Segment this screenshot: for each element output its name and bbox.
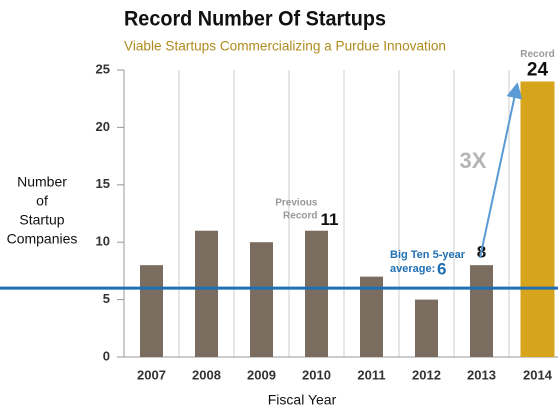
y-axis-label: Number (17, 174, 67, 190)
x-axis-label: Fiscal Year (268, 392, 337, 408)
reference-label: average: (390, 263, 435, 275)
bar (140, 265, 163, 357)
x-tick-label: 2007 (137, 367, 166, 382)
x-tick-label: 2009 (247, 367, 276, 382)
bar (415, 299, 438, 357)
annotation: Record (520, 49, 554, 60)
x-tick-label: 2011 (357, 367, 385, 382)
x-tick-label: 2012 (412, 367, 441, 382)
bar (520, 81, 555, 357)
y-axis-label: Companies (7, 231, 78, 247)
bar (470, 265, 493, 357)
reference-value: 6 (437, 259, 446, 278)
y-tick-label: 20 (96, 119, 110, 134)
y-tick-label: 5 (103, 291, 110, 306)
x-tick-label: 2010 (302, 367, 331, 382)
y-tick-label: 15 (96, 176, 110, 191)
y-axis-label: Startup (19, 212, 64, 228)
y-axis-label: of (36, 193, 48, 209)
x-tick-label: 2013 (467, 367, 496, 382)
x-tick-label: 2008 (192, 367, 221, 382)
annotation: Previous (275, 197, 318, 208)
arrow (479, 82, 523, 259)
y-tick-label: 25 (96, 61, 110, 76)
reference-label: Big Ten 5-year (390, 249, 466, 261)
bar (305, 230, 328, 357)
chart-title: Record Number Of Startups (124, 8, 386, 31)
x-tick-label: 2014 (523, 367, 553, 382)
data-label: 11 (321, 210, 339, 229)
bar (360, 276, 383, 357)
bar (250, 242, 273, 357)
y-tick-label: 10 (96, 234, 110, 249)
annotation: Record (283, 210, 317, 221)
annotation: 3X (460, 148, 487, 173)
chart-subtitle: Viable Startups Commercializing a Purdue… (124, 38, 446, 54)
bar (195, 230, 218, 357)
y-tick-label: 0 (103, 348, 110, 363)
data-label: 24 (527, 59, 549, 80)
